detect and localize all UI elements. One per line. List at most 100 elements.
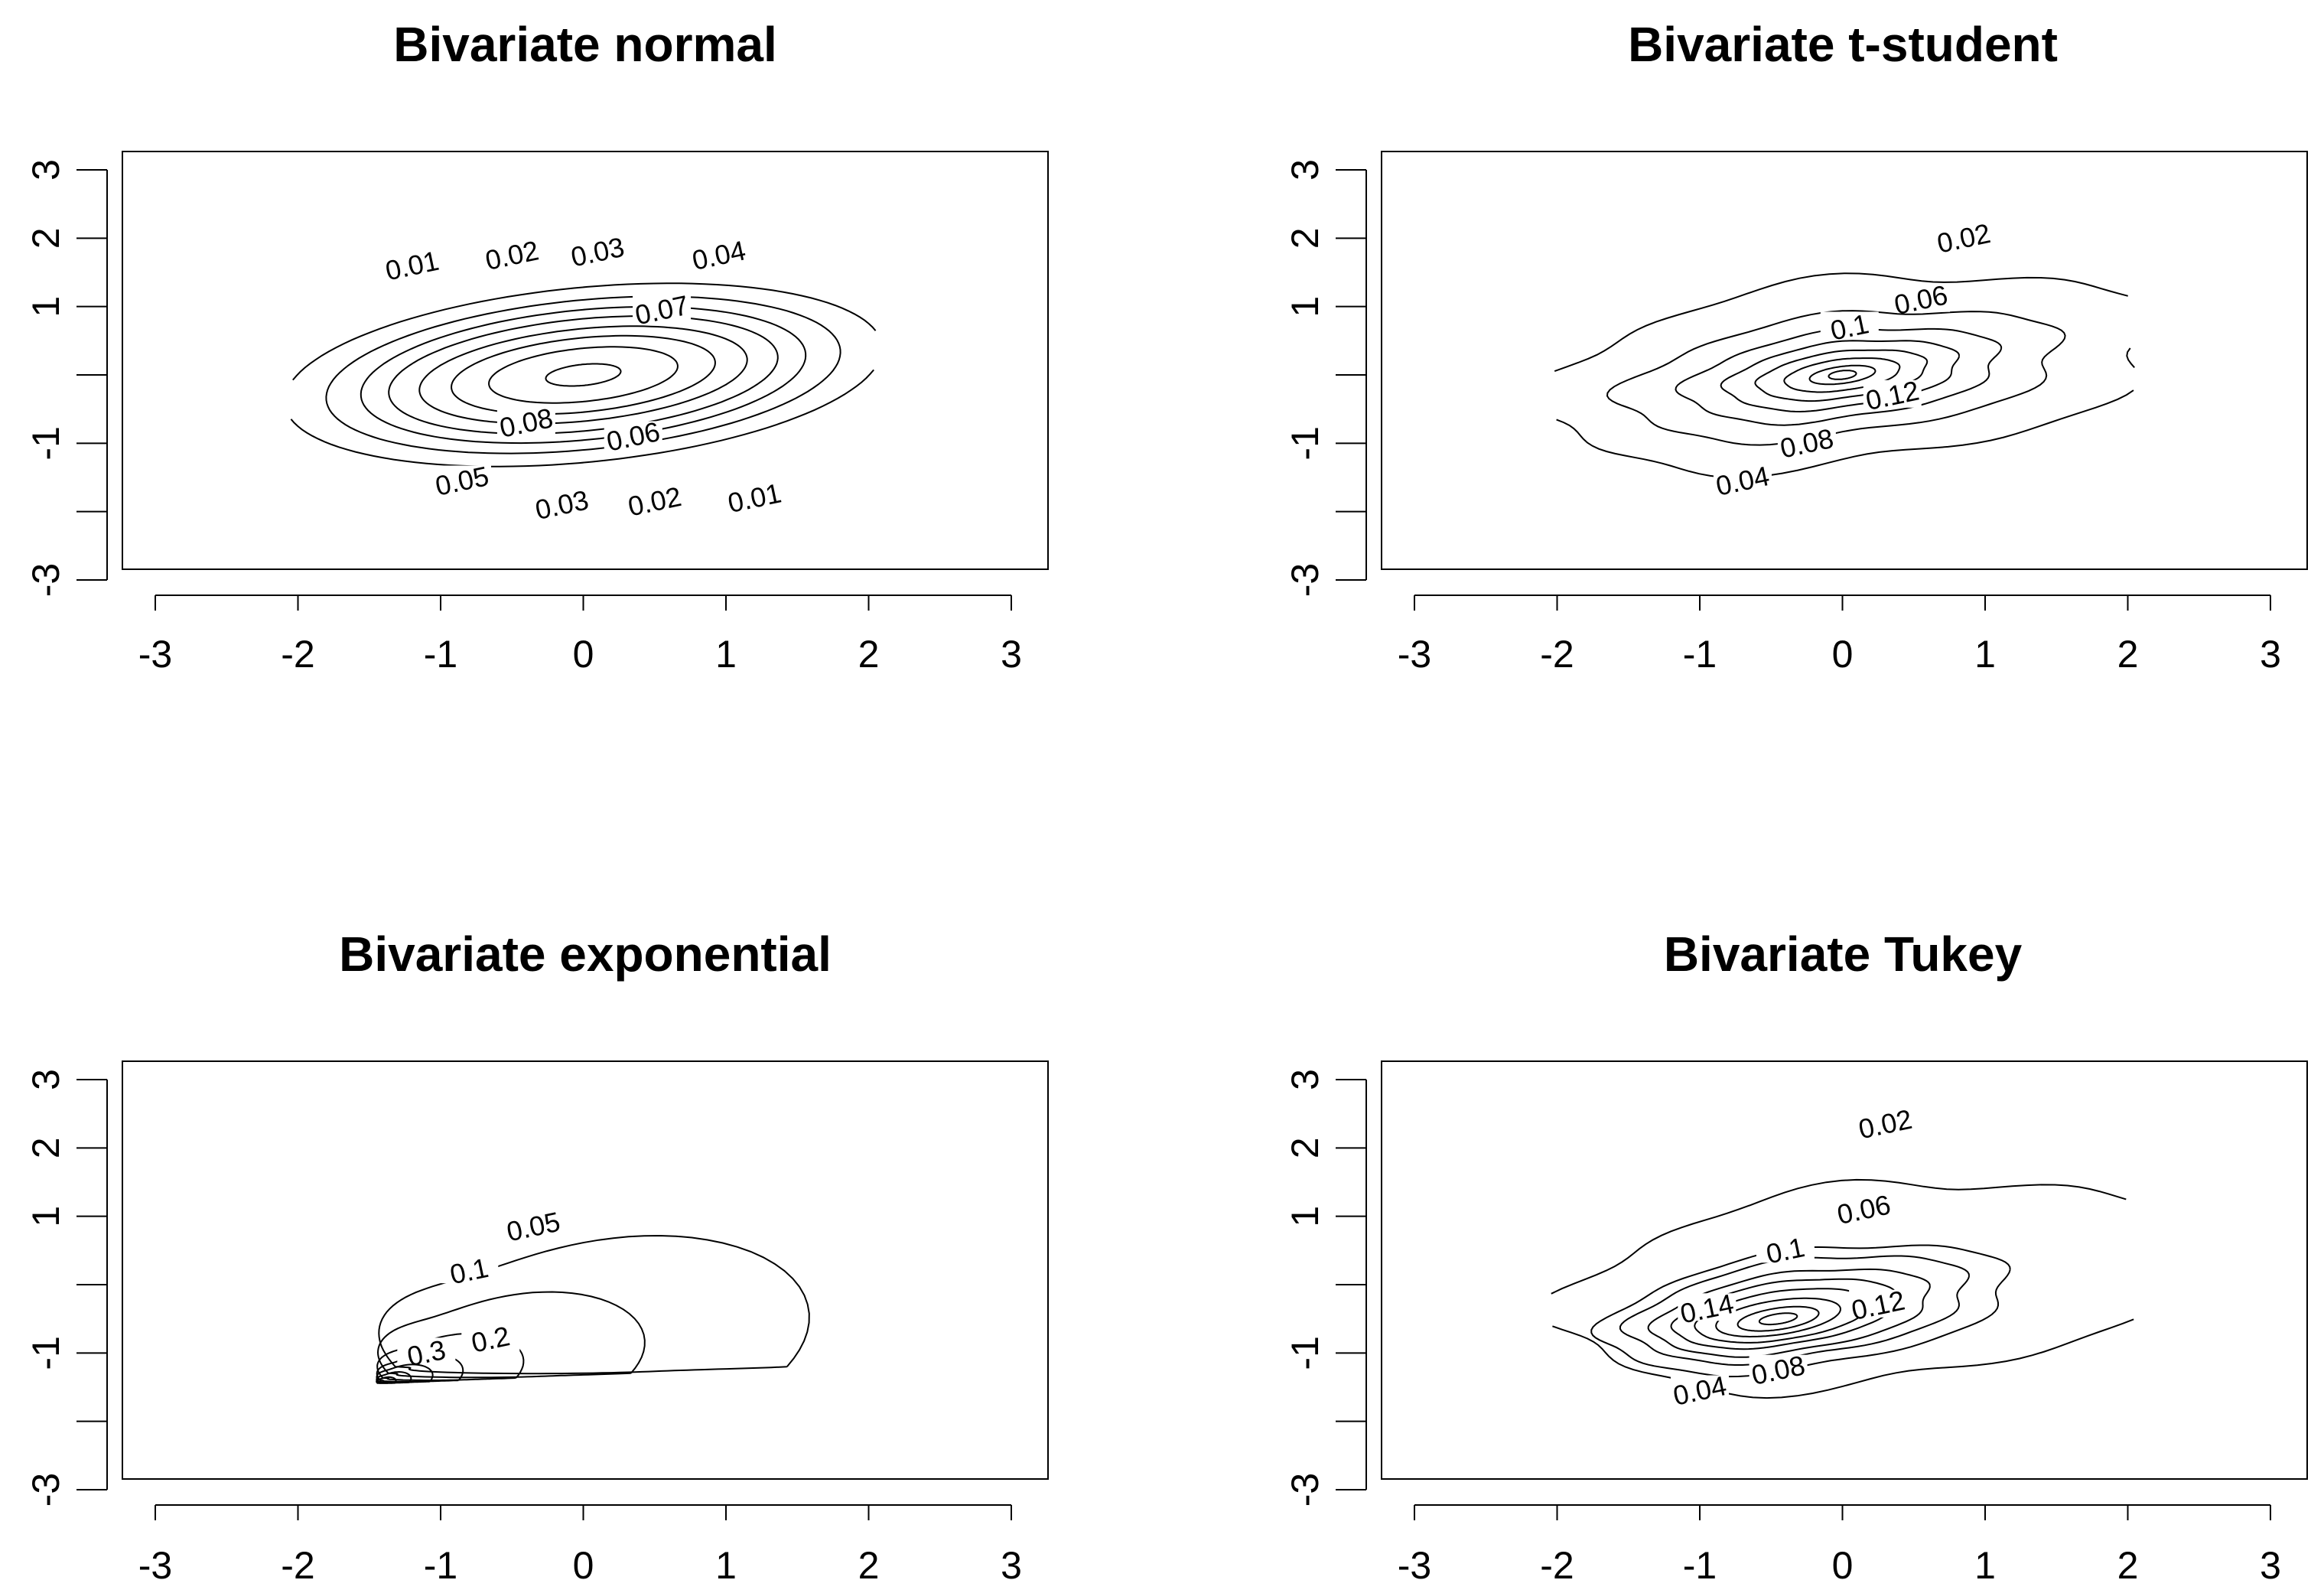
y-tick-label: -1 [24, 1336, 67, 1370]
y-tick-label: 3 [24, 159, 67, 181]
x-tick-label: -3 [138, 1544, 172, 1587]
x-tick-label: 3 [1001, 633, 1022, 676]
contour-label-bg [725, 482, 784, 510]
x-tick-label: -1 [1683, 1544, 1717, 1587]
contour-line [1828, 370, 1857, 380]
x-tick-label: -1 [424, 1544, 457, 1587]
y-tick-label: 1 [1284, 296, 1326, 318]
chart-title: Bivariate exponential [339, 927, 832, 982]
contour-line [1590, 1244, 2011, 1378]
contour-label-bg [382, 250, 441, 279]
y-tick-label: 1 [24, 296, 67, 318]
contour-label: 0.1 [1763, 1231, 1807, 1270]
x-tick-label: -2 [1540, 1544, 1574, 1587]
y-tick-label: 1 [1284, 1206, 1326, 1227]
contour-line [1694, 1288, 1870, 1344]
plot-frame [122, 1060, 1049, 1480]
contour-label-bg [483, 239, 542, 268]
contour-line [388, 315, 779, 435]
contour-label-bg [1671, 1375, 1729, 1403]
x-tick-label: 2 [858, 633, 880, 676]
x-tick-label: -2 [281, 633, 314, 676]
x-tick-label: 1 [715, 633, 737, 676]
contour-line [1736, 1305, 1820, 1332]
contour-label-bg [1863, 380, 1922, 408]
chart-svg-t-student: Bivariate t-student -3 -2 -1 0 1 2 3-3-11230.0… [1284, 17, 2308, 676]
contour-label-bg [440, 1256, 499, 1284]
contour-label-bg [397, 1337, 456, 1366]
x-tick-label: 2 [2117, 1544, 2139, 1587]
contour-line [418, 325, 748, 425]
contour-label-bg [1935, 223, 1994, 251]
contour-label-bg [496, 407, 555, 435]
chart-title: Bivariate t-student [1628, 17, 2058, 72]
x-tick-label: 3 [2260, 1544, 2281, 1587]
contour-line [1675, 327, 2003, 426]
contour-label-bg [1749, 1354, 1808, 1383]
y-tick-label: 2 [1284, 1137, 1326, 1158]
contour-label-bg [1777, 428, 1836, 456]
contour-line [1551, 1178, 2134, 1399]
x-tick-label: 2 [858, 1544, 880, 1587]
contour-label-bg [625, 486, 684, 514]
y-tick-label: 3 [1284, 1069, 1326, 1090]
contour-label-bg [689, 239, 748, 268]
y-tick-label: 2 [1284, 227, 1326, 249]
x-tick-label: -1 [1683, 633, 1717, 676]
y-tick-label: -1 [1284, 426, 1326, 460]
contour-line [1670, 1278, 1896, 1350]
plot-frame [1381, 1060, 2308, 1480]
chart-svg-tukey: Bivariate Tukey -3 -2 -1 0 1 2 3-3-11230.020.0… [1284, 927, 2308, 1587]
contour-label-bg [432, 465, 491, 494]
y-tick-label: -1 [24, 426, 67, 460]
x-tick-label: 3 [2260, 633, 2281, 676]
contour-label-bg [1820, 311, 1879, 340]
contour-label-bg [532, 489, 591, 517]
contour-label-bg [1756, 1235, 1815, 1263]
contour-label-bg [1678, 1293, 1736, 1321]
contour-label-bg [604, 421, 662, 449]
x-tick-label: -1 [424, 633, 457, 676]
chart-svg-exponential: Bivariate exponential -3 -2 -1 0 1 2 3 -3 -1 1 2 3 0… [24, 927, 1049, 1587]
x-tick-label: 0 [573, 1544, 594, 1587]
x-tick-label: -3 [138, 633, 172, 676]
contour-line [545, 363, 622, 387]
x-tick-label: 0 [1832, 633, 1854, 676]
x-tick-label: 1 [1974, 633, 1996, 676]
y-tick-label: -3 [24, 1473, 67, 1507]
x-tick-label: -2 [281, 1544, 314, 1587]
x-tick-label: -2 [1540, 633, 1574, 676]
y-tick-label: -3 [24, 563, 67, 597]
y-tick-label: -3 [1284, 563, 1326, 597]
contour-line [1619, 1255, 1971, 1366]
x-tick-label: 0 [1832, 1544, 1854, 1587]
plot-panel-tukey: Bivariate Tukey -3 -2 -1 0 1 2 3 -3 -1 1 2 3 0.02 0.0… [1162, 796, 2324, 1593]
plot-frame [122, 151, 1049, 570]
contour-line [1647, 1268, 1931, 1358]
contour-label-bg [1892, 284, 1951, 312]
y-tick-label: -3 [1284, 1473, 1326, 1507]
chart-title: Bivariate Tukey [1664, 927, 2023, 982]
contour-label-bg [1849, 1289, 1908, 1318]
contour-line [451, 334, 716, 415]
contour-line [1808, 364, 1876, 386]
y-tick-label: 3 [1284, 159, 1326, 181]
plot-panel-normal: Bivariate normal -3 -2 -1 0 1 2 3 -3 -1 1 2 3 0.01 0.… [0, 0, 1162, 796]
contour-line [1606, 310, 2066, 446]
contour-line [376, 1376, 397, 1384]
contour-label-bg [633, 295, 692, 323]
contour-line [1554, 272, 2135, 479]
y-tick-label: 1 [24, 1206, 67, 1227]
contour-label-bg [1713, 465, 1772, 494]
contour-label-bg [461, 1324, 520, 1352]
x-tick-label: 3 [1001, 1544, 1022, 1587]
x-tick-label: -3 [1398, 633, 1431, 676]
contour-label: 0.3 [405, 1334, 448, 1373]
x-tick-label: 1 [1974, 1544, 1996, 1587]
x-tick-label: -3 [1398, 1544, 1431, 1587]
chart-title: Bivariate normal [393, 17, 777, 72]
y-tick-label: 2 [24, 227, 67, 249]
contour-line [488, 346, 679, 404]
contour-label-bg [504, 1211, 563, 1240]
y-tick-label: 2 [24, 1137, 67, 1158]
